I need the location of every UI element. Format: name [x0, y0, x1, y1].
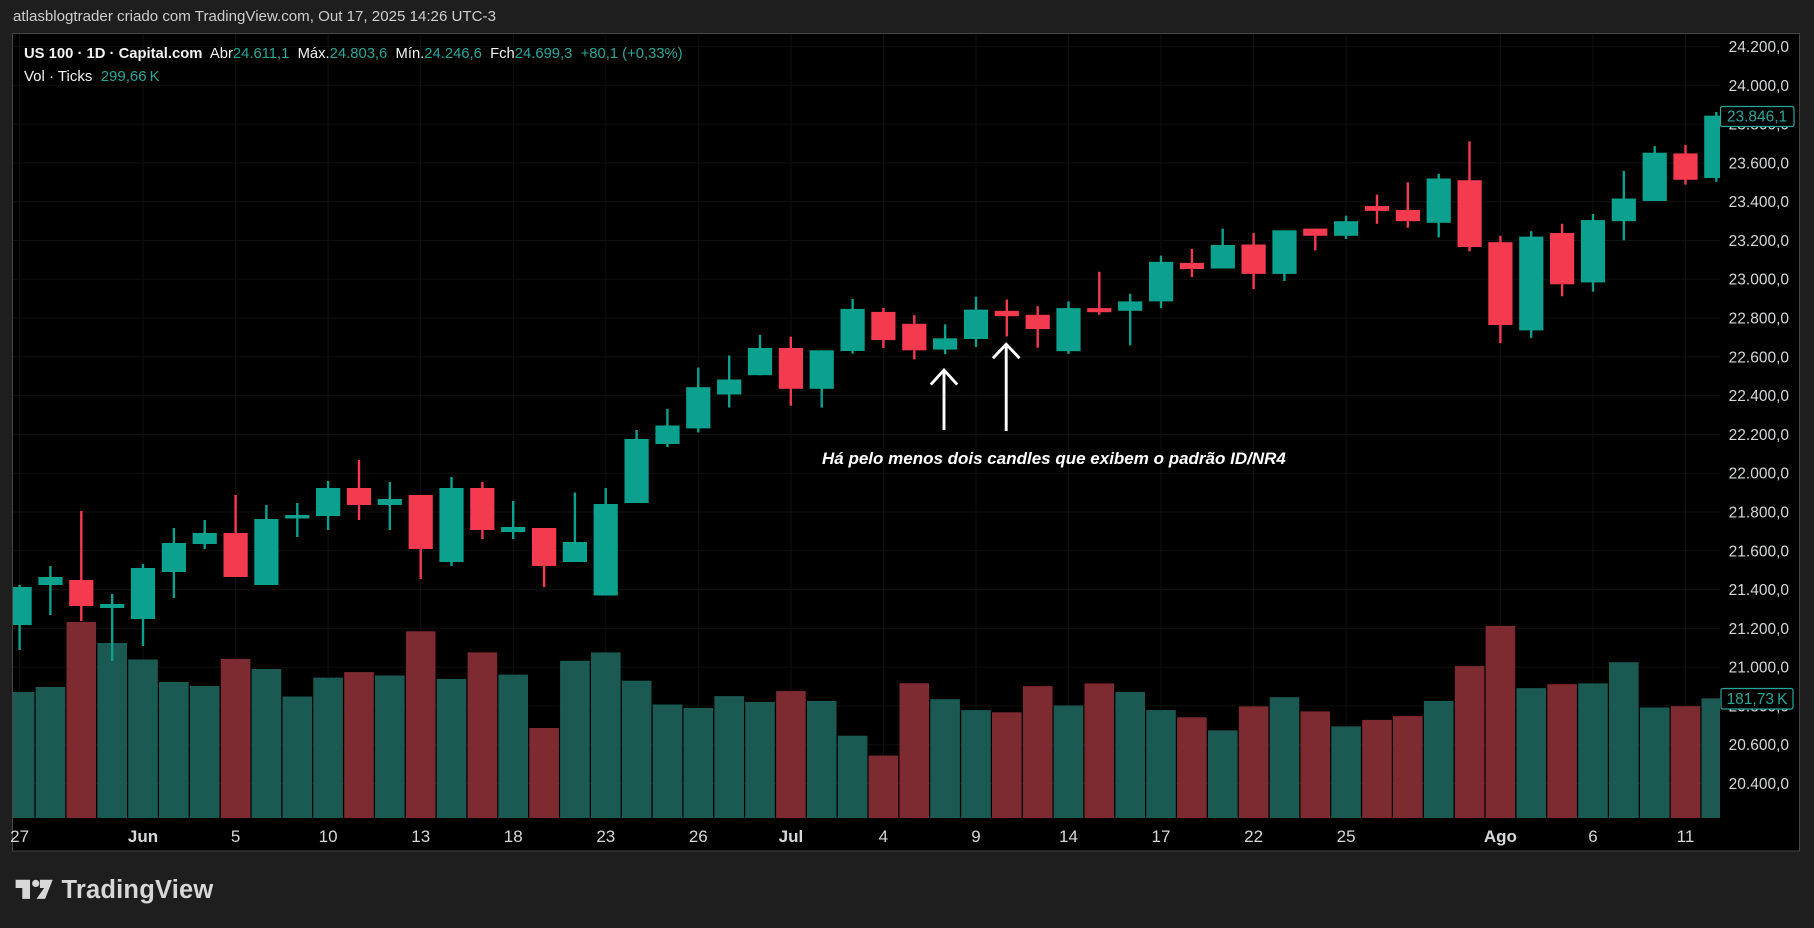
svg-text:22.400,0: 22.400,0 [1729, 388, 1790, 405]
svg-text:Jun: Jun [128, 827, 158, 846]
svg-text:22.800,0: 22.800,0 [1729, 311, 1790, 328]
svg-text:17: 17 [1152, 827, 1171, 846]
svg-text:21.000,0: 21.000,0 [1729, 660, 1790, 677]
svg-text:21.400,0: 21.400,0 [1729, 582, 1790, 599]
svg-text:21.200,0: 21.200,0 [1729, 621, 1790, 638]
svg-text:23.846,1: 23.846,1 [1727, 109, 1787, 126]
svg-text:18: 18 [504, 827, 523, 846]
svg-text:13: 13 [411, 827, 430, 846]
svg-text:4: 4 [879, 827, 888, 846]
svg-text:22.200,0: 22.200,0 [1729, 427, 1790, 444]
svg-text:Há pelo menos dois candles que: Há pelo menos dois candles que exibem o … [822, 449, 1286, 468]
svg-text:5: 5 [231, 827, 240, 846]
svg-text:22.600,0: 22.600,0 [1729, 349, 1790, 366]
svg-text:27: 27 [10, 827, 29, 846]
svg-text:22.000,0: 22.000,0 [1729, 466, 1790, 483]
svg-text:20.600,0: 20.600,0 [1729, 737, 1790, 754]
svg-text:6: 6 [1588, 827, 1597, 846]
svg-text:21.800,0: 21.800,0 [1729, 505, 1790, 522]
svg-text:24.200,0: 24.200,0 [1729, 39, 1790, 56]
svg-text:21.600,0: 21.600,0 [1729, 543, 1790, 560]
svg-text:9: 9 [971, 827, 980, 846]
svg-text:10: 10 [319, 827, 338, 846]
svg-text:23.600,0: 23.600,0 [1729, 155, 1790, 172]
svg-text:24.000,0: 24.000,0 [1729, 78, 1790, 95]
svg-text:23.400,0: 23.400,0 [1729, 194, 1790, 211]
svg-text:Ago: Ago [1484, 827, 1517, 846]
svg-text:25: 25 [1337, 827, 1356, 846]
svg-text:23: 23 [596, 827, 615, 846]
svg-text:26: 26 [689, 827, 708, 846]
svg-text:20.400,0: 20.400,0 [1729, 776, 1790, 793]
svg-text:14: 14 [1059, 827, 1078, 846]
svg-text:11: 11 [1677, 827, 1695, 846]
svg-text:22: 22 [1244, 827, 1263, 846]
svg-text:181,73 K: 181,73 K [1727, 691, 1789, 708]
svg-text:23.000,0: 23.000,0 [1729, 272, 1790, 289]
svg-text:Jul: Jul [779, 827, 804, 846]
svg-text:23.200,0: 23.200,0 [1729, 233, 1790, 250]
svg-text:TradingView: TradingView [62, 876, 214, 904]
